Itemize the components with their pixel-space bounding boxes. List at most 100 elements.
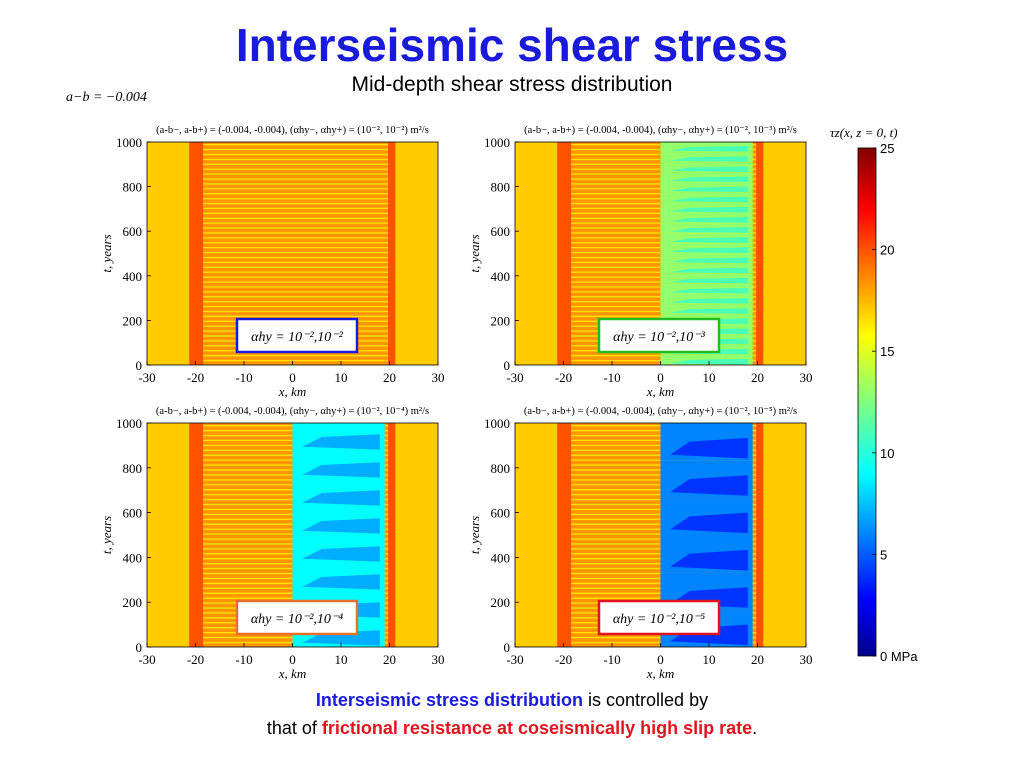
y-tick-label: 0 (504, 358, 511, 373)
y-tick-label: 800 (123, 180, 143, 195)
caption-highlight-blue: Interseismic stress distribution (315, 690, 584, 710)
heatmap-panel-3: -30 -20 -10 0 10 20 30 0 200 400 600 800 1000 x, km t,… (99, 406, 445, 681)
fault-edge-left (557, 423, 572, 647)
stress-drop-patch (670, 217, 748, 223)
panel-title: (a-b−, a-b+) = (-0.004, -0.004), (αhy−, … (524, 125, 797, 136)
heatmap-panel-1: -30 -20 -10 0 10 20 30 0 200 400 600 800 1000 x, km t,… (99, 125, 445, 399)
alpha-hy-box (597, 317, 721, 354)
x-tick-label: 10 (335, 370, 348, 385)
colorbar-title: τz(x, z = 0, t) (830, 125, 898, 140)
friction-parameter-label: a−b = −0.004 (66, 90, 147, 105)
heatmap-panel-4: -30 -20 -10 0 10 20 30 0 200 400 600 800 1000 x, km t,… (467, 406, 813, 681)
stress-drop-patch (670, 176, 748, 183)
y-tick-label: 1000 (116, 416, 142, 431)
slide-title: Interseismic shear stress (235, 19, 789, 71)
stress-drop-patch (302, 574, 380, 590)
stress-drop-patch (670, 166, 748, 172)
colorbar: τz(x, z = 0, t) 25 20 15 10 5 0 MPa (830, 125, 918, 664)
x-tick-label: -10 (603, 652, 620, 667)
x-tick-label: -20 (187, 652, 204, 667)
x-tick-label: 0 (289, 652, 296, 667)
colorbar-gradient (857, 147, 877, 657)
y-axis-label: t, years (467, 234, 482, 272)
x-tick-label: 10 (703, 652, 716, 667)
x-axis-label: x, km (278, 666, 306, 681)
stress-drop-patch (670, 437, 748, 459)
alpha-hy-box (235, 599, 359, 636)
stress-drop-patch (302, 546, 380, 562)
stress-drop-patch (670, 237, 748, 243)
y-tick-label: 0 (136, 640, 143, 655)
stress-drop-patch (670, 298, 748, 304)
y-tick-label: 600 (123, 506, 143, 521)
caption-text-2a: that of (266, 718, 322, 738)
stress-drop-patch (670, 146, 748, 152)
alpha-hy-label: αhy = 10⁻²,10⁻⁴ (251, 612, 343, 627)
alpha-hy-box (597, 599, 721, 636)
alpha-hy-box (235, 317, 359, 354)
y-tick-label: 600 (491, 506, 511, 521)
stress-drop-patch (670, 308, 748, 314)
x-tick-label: -20 (555, 370, 572, 385)
colorbar-tick-label: 10 (880, 446, 894, 461)
y-tick-label: 800 (123, 461, 143, 476)
x-tick-label: 30 (432, 652, 445, 667)
panel-title: (a-b−, a-b+) = (-0.004, -0.004), (αhy−, … (524, 406, 797, 417)
panel-title: (a-b−, a-b+) = (-0.004, -0.004), (αhy−, … (156, 406, 429, 417)
stress-drop-patch (670, 206, 748, 213)
x-axis-label: x, km (646, 666, 674, 681)
stress-drop-patch (302, 434, 380, 450)
stress-drop-patch (670, 227, 748, 233)
y-tick-label: 800 (491, 461, 511, 476)
stress-drop-patch (670, 247, 748, 253)
x-tick-label: -30 (138, 652, 155, 667)
fault-edge-left (189, 423, 204, 647)
stress-drop-patch (670, 287, 748, 294)
colorbar-tick-label: 15 (880, 344, 894, 359)
y-tick-label: 600 (491, 224, 511, 239)
y-tick-label: 0 (504, 640, 511, 655)
x-tick-label: -30 (506, 370, 523, 385)
x-tick-label: 20 (383, 370, 396, 385)
colorbar-tick-label: 25 (880, 141, 894, 156)
x-tick-label: -10 (235, 652, 252, 667)
y-tick-label: 400 (491, 269, 511, 284)
stress-drop-patch (670, 267, 748, 274)
x-tick-label: -10 (603, 370, 620, 385)
stress-drop-patch (670, 277, 748, 284)
stress-drop-patch (670, 512, 748, 534)
alpha-hy-label: αhy = 10⁻²,10⁻² (251, 330, 343, 345)
caption-highlight-red: frictional resistance at coseismically h… (321, 718, 753, 738)
stress-drop-patch (670, 186, 748, 193)
stress-drop-patch (670, 549, 748, 571)
stress-drop-patch (670, 257, 748, 264)
x-tick-label: 0 (657, 370, 664, 385)
y-tick-label: 0 (136, 358, 143, 373)
x-axis-label: x, km (278, 384, 306, 399)
colorbar-tick-label: 20 (880, 243, 894, 258)
x-tick-label: -30 (138, 370, 155, 385)
alpha-hy-label: αhy = 10⁻²,10⁻⁵ (613, 612, 705, 627)
y-tick-label: 200 (491, 313, 511, 328)
x-tick-label: -10 (235, 370, 252, 385)
y-tick-label: 1000 (116, 135, 142, 150)
stress-drop-patch (670, 475, 748, 496)
x-tick-label: 30 (432, 370, 445, 385)
x-tick-label: 20 (751, 370, 764, 385)
alpha-hy-label: αhy = 10⁻²,10⁻³ (613, 330, 705, 345)
fault-edge-left (557, 142, 572, 365)
x-tick-label: 0 (657, 652, 664, 667)
stress-drop-patch (302, 490, 380, 506)
panel-title: (a-b−, a-b+) = (-0.004, -0.004), (αhy−, … (156, 125, 429, 136)
y-tick-label: 400 (123, 550, 143, 565)
colorbar-tick-label: 0 MPa (880, 649, 918, 664)
y-tick-label: 600 (123, 224, 143, 239)
x-tick-label: -20 (555, 652, 572, 667)
x-tick-label: 10 (703, 370, 716, 385)
caption-line-1: Interseismic stress distribution is cont… (0, 690, 1024, 711)
slide-subtitle: Mid-depth shear stress distribution (351, 73, 673, 96)
y-tick-label: 200 (123, 313, 143, 328)
y-axis-label: t, years (99, 516, 114, 554)
y-tick-label: 200 (123, 595, 143, 610)
